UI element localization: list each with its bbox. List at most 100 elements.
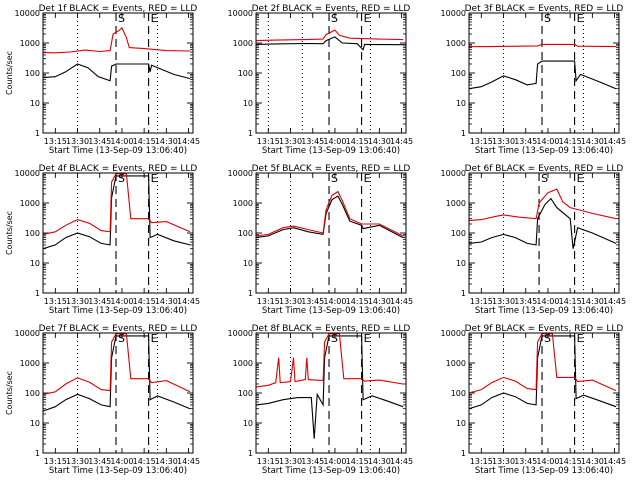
chart-panel: Det 3f BLACK = Events, RED = LLD 1 10 100 10… xyxy=(441,4,627,156)
x-tick-label: 14:00 xyxy=(323,137,346,146)
y-tick-label: 1000 xyxy=(20,199,40,208)
event-marker-label: E xyxy=(151,332,158,345)
x-tick-label: 13:15 xyxy=(257,297,280,306)
event-marker-label: S xyxy=(118,332,125,345)
x-tick-label: 13:15 xyxy=(44,297,67,306)
x-tick-label: 14:15 xyxy=(346,297,369,306)
x-tick-label: 14:15 xyxy=(133,297,156,306)
x-tick-label: 13:30 xyxy=(279,297,302,306)
event-marker-label: S xyxy=(541,172,548,185)
y-tick-label: 100 xyxy=(238,389,253,398)
x-tick-label: 13:30 xyxy=(66,137,89,146)
y-tick-label: 10 xyxy=(243,419,253,428)
x-tick-label: 13:15 xyxy=(470,297,493,306)
x-tick-label: 13:45 xyxy=(301,297,324,306)
y-tick-label: 1 xyxy=(35,129,40,138)
series-line xyxy=(256,195,404,239)
y-tick-label: 100 xyxy=(451,389,466,398)
event-marker-label: E xyxy=(151,12,158,25)
series-line xyxy=(469,60,617,90)
x-tick-label: 14:00 xyxy=(110,457,133,466)
chart-panel: Det 7f BLACK = Events, RED = LLD 1 10 100 10… xyxy=(5,324,200,476)
x-tick-label: 14:00 xyxy=(536,457,559,466)
x-tick-label: 13:45 xyxy=(88,457,111,466)
x-axis-label: Start Time (13-Sep-09 13:06:40) xyxy=(262,146,400,156)
chart-title: Det 8f BLACK = Events, RED = LLD xyxy=(252,324,411,334)
y-axis-label: Counts/sec xyxy=(5,211,14,255)
x-tick-label: 13:30 xyxy=(492,297,515,306)
plot-frame xyxy=(468,172,620,294)
y-tick-label: 1 xyxy=(461,289,466,298)
x-axis-label: Start Time (13-Sep-09 13:06:40) xyxy=(262,306,400,316)
y-tick-label: 100 xyxy=(451,69,466,78)
x-tick-label: 13:45 xyxy=(88,137,111,146)
event-marker-label: E xyxy=(151,172,158,185)
plot-frame xyxy=(42,12,194,134)
event-marker-label: S xyxy=(118,172,125,185)
x-tick-label: 14:45 xyxy=(177,457,200,466)
x-axis-label: Start Time (13-Sep-09 13:06:40) xyxy=(262,466,400,476)
x-axis-label: Start Time (13-Sep-09 13:06:40) xyxy=(49,306,187,316)
y-tick-label: 1 xyxy=(248,449,253,458)
y-tick-label: 100 xyxy=(451,229,466,238)
chart-title: Det 9f BLACK = Events, RED = LLD xyxy=(465,324,624,334)
event-marker-label: E xyxy=(577,12,584,25)
event-marker-label: E xyxy=(364,332,371,345)
x-tick-label: 14:30 xyxy=(581,297,604,306)
x-tick-label: 14:15 xyxy=(346,457,369,466)
y-tick-label: 10000 xyxy=(15,9,40,18)
plot-frame xyxy=(468,12,620,134)
x-axis-label: Start Time (13-Sep-09 13:06:40) xyxy=(49,466,187,476)
x-tick-label: 13:15 xyxy=(44,137,67,146)
x-tick-label: 13:30 xyxy=(66,457,89,466)
x-tick-label: 14:15 xyxy=(559,137,582,146)
chart-title: Det 4f BLACK = Events, RED = LLD xyxy=(39,164,198,174)
event-marker-label: S xyxy=(331,332,338,345)
y-tick-label: 100 xyxy=(25,69,40,78)
y-tick-label: 100 xyxy=(25,389,40,398)
x-tick-label: 13:15 xyxy=(257,137,280,146)
x-tick-label: 14:15 xyxy=(133,457,156,466)
x-tick-label: 13:15 xyxy=(257,457,280,466)
x-tick-label: 14:45 xyxy=(177,137,200,146)
chart-title: Det 1f BLACK = Events, RED = LLD xyxy=(39,4,198,14)
y-tick-label: 1 xyxy=(35,449,40,458)
x-tick-label: 13:15 xyxy=(470,457,493,466)
x-tick-label: 14:45 xyxy=(603,457,626,466)
chart-panel: Det 2f BLACK = Events, RED = LLD 1 10 100 10… xyxy=(228,4,414,156)
x-tick-label: 13:15 xyxy=(470,137,493,146)
x-tick-label: 14:45 xyxy=(390,457,413,466)
y-tick-label: 1000 xyxy=(233,359,253,368)
chart-panel: Det 8f BLACK = Events, RED = LLD 1 10 100 10… xyxy=(228,324,414,476)
chart-panel: Det 4f BLACK = Events, RED = LLD 1 10 100 10… xyxy=(5,164,200,316)
x-tick-label: 14:45 xyxy=(390,137,413,146)
x-axis-label: Start Time (13-Sep-09 13:06:40) xyxy=(49,146,187,156)
y-tick-label: 10 xyxy=(456,99,466,108)
x-tick-label: 14:30 xyxy=(581,457,604,466)
chart-panel: Det 9f BLACK = Events, RED = LLD 1 10 100 10… xyxy=(441,324,627,476)
series-line xyxy=(469,188,617,222)
chart-title: Det 6f BLACK = Events, RED = LLD xyxy=(465,164,624,174)
series-line xyxy=(43,63,191,82)
event-marker-label: S xyxy=(544,12,551,25)
x-tick-label: 14:15 xyxy=(559,457,582,466)
y-tick-label: 10 xyxy=(30,259,40,268)
y-tick-label: 100 xyxy=(238,69,253,78)
y-tick-label: 1 xyxy=(461,449,466,458)
y-tick-label: 1 xyxy=(35,289,40,298)
x-tick-label: 14:30 xyxy=(155,297,178,306)
series-line xyxy=(256,36,404,51)
y-tick-label: 10 xyxy=(456,419,466,428)
x-tick-label: 14:00 xyxy=(536,297,559,306)
event-marker-label: S xyxy=(331,172,338,185)
series-line xyxy=(43,26,191,54)
x-tick-label: 13:45 xyxy=(88,297,111,306)
y-tick-label: 10000 xyxy=(228,329,253,338)
chart-title: Det 3f BLACK = Events, RED = LLD xyxy=(465,4,624,14)
y-axis-label: Counts/sec xyxy=(5,371,14,415)
x-tick-label: 14:30 xyxy=(368,297,391,306)
x-tick-label: 14:45 xyxy=(603,137,626,146)
x-tick-label: 14:00 xyxy=(110,137,133,146)
y-tick-label: 10 xyxy=(456,259,466,268)
